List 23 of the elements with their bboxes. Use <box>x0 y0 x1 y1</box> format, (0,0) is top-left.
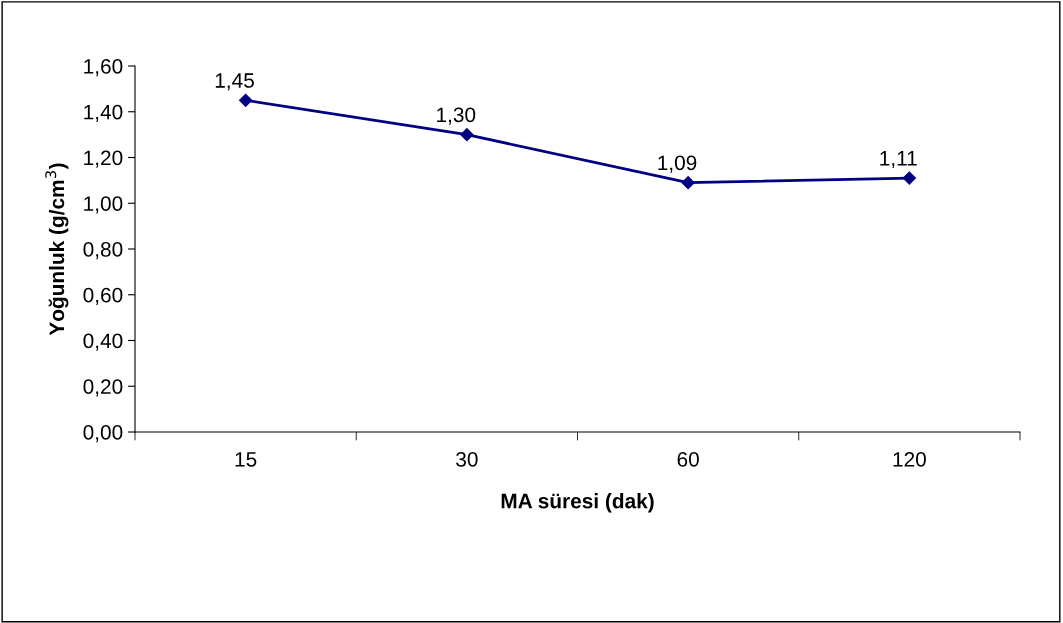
y-tick-label: 0,40 <box>83 333 123 351</box>
y-tick-label: 1,20 <box>84 150 123 168</box>
point <box>460 128 474 142</box>
x-tick-label: 30 <box>456 451 478 467</box>
y-tick-label: 1,40 <box>84 104 123 122</box>
data-label: 1,30 <box>437 107 476 125</box>
data-label: 1,11 <box>880 151 917 169</box>
data-label: 1,45 <box>215 73 254 91</box>
y-tick-label: 0,60 <box>83 287 123 305</box>
x-tick-label: 15 <box>235 452 257 467</box>
point <box>681 176 695 190</box>
point <box>902 171 916 185</box>
y-tick-label: 0,20 <box>83 379 123 397</box>
y-tick-label: 0,80 <box>83 242 123 260</box>
y-tick-label: 0,00 <box>83 425 123 443</box>
x-axis-title: MA süresi (dak) <box>501 493 654 513</box>
point <box>239 93 253 107</box>
data-label: 1,09 <box>658 155 697 173</box>
y-tick-label: 1,60 <box>84 59 123 77</box>
x-tick-label: 120 <box>893 451 926 467</box>
y-tick-label: 1,00 <box>84 196 123 214</box>
y-axis-title: Yoğunluk (g/cm$^{3}$) <box>45 163 69 336</box>
x-tick-label: 60 <box>677 451 699 467</box>
